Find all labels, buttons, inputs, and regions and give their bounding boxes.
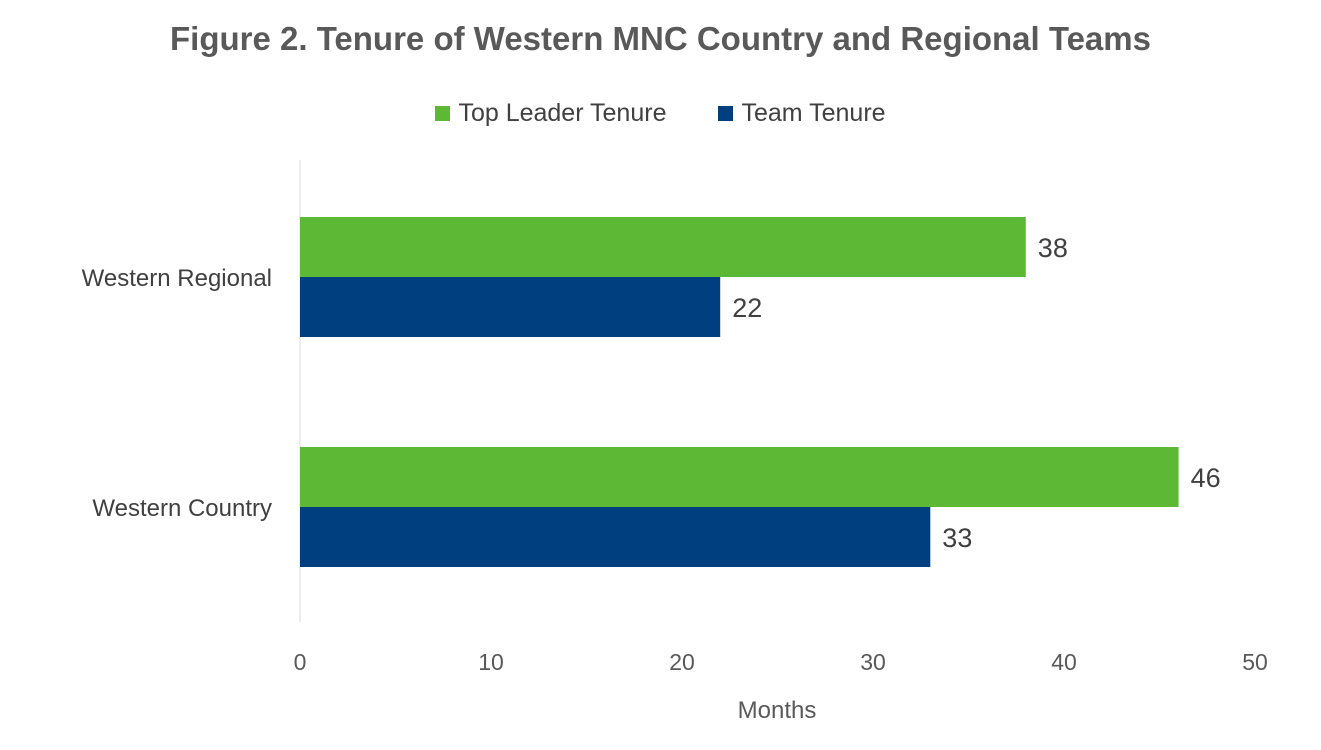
bar bbox=[300, 277, 721, 337]
legend: Top Leader Tenure Team Tenure bbox=[0, 99, 1321, 128]
category-label: Western Regional bbox=[82, 265, 272, 292]
x-tick-label: 50 bbox=[1242, 649, 1268, 675]
data-label: 46 bbox=[1191, 463, 1221, 493]
legend-swatch-top-leader-tenure bbox=[435, 106, 451, 121]
x-tick-label: 10 bbox=[478, 649, 504, 675]
x-tick-label: 40 bbox=[1051, 649, 1077, 675]
data-label: 22 bbox=[732, 293, 762, 323]
chart-title: Figure 2. Tenure of Western MNC Country … bbox=[170, 20, 1151, 57]
x-tick-label: 30 bbox=[860, 649, 886, 675]
bar bbox=[300, 447, 1179, 507]
x-tick-label: 0 bbox=[294, 649, 307, 675]
legend-item-team-tenure: Team Tenure bbox=[718, 99, 886, 128]
category-label: Western Country bbox=[92, 495, 272, 522]
legend-label-top-leader-tenure: Top Leader Tenure bbox=[458, 99, 667, 127]
x-tick-label: 20 bbox=[669, 649, 695, 675]
data-label: 38 bbox=[1038, 233, 1068, 263]
bar bbox=[300, 507, 931, 567]
data-label: 33 bbox=[942, 523, 972, 553]
legend-swatch-team-tenure bbox=[718, 106, 734, 121]
x-axis-label: Months bbox=[738, 697, 817, 724]
bar bbox=[300, 217, 1026, 277]
legend-label-team-tenure: Team Tenure bbox=[741, 99, 886, 127]
legend-item-top-leader-tenure: Top Leader Tenure bbox=[435, 99, 666, 128]
